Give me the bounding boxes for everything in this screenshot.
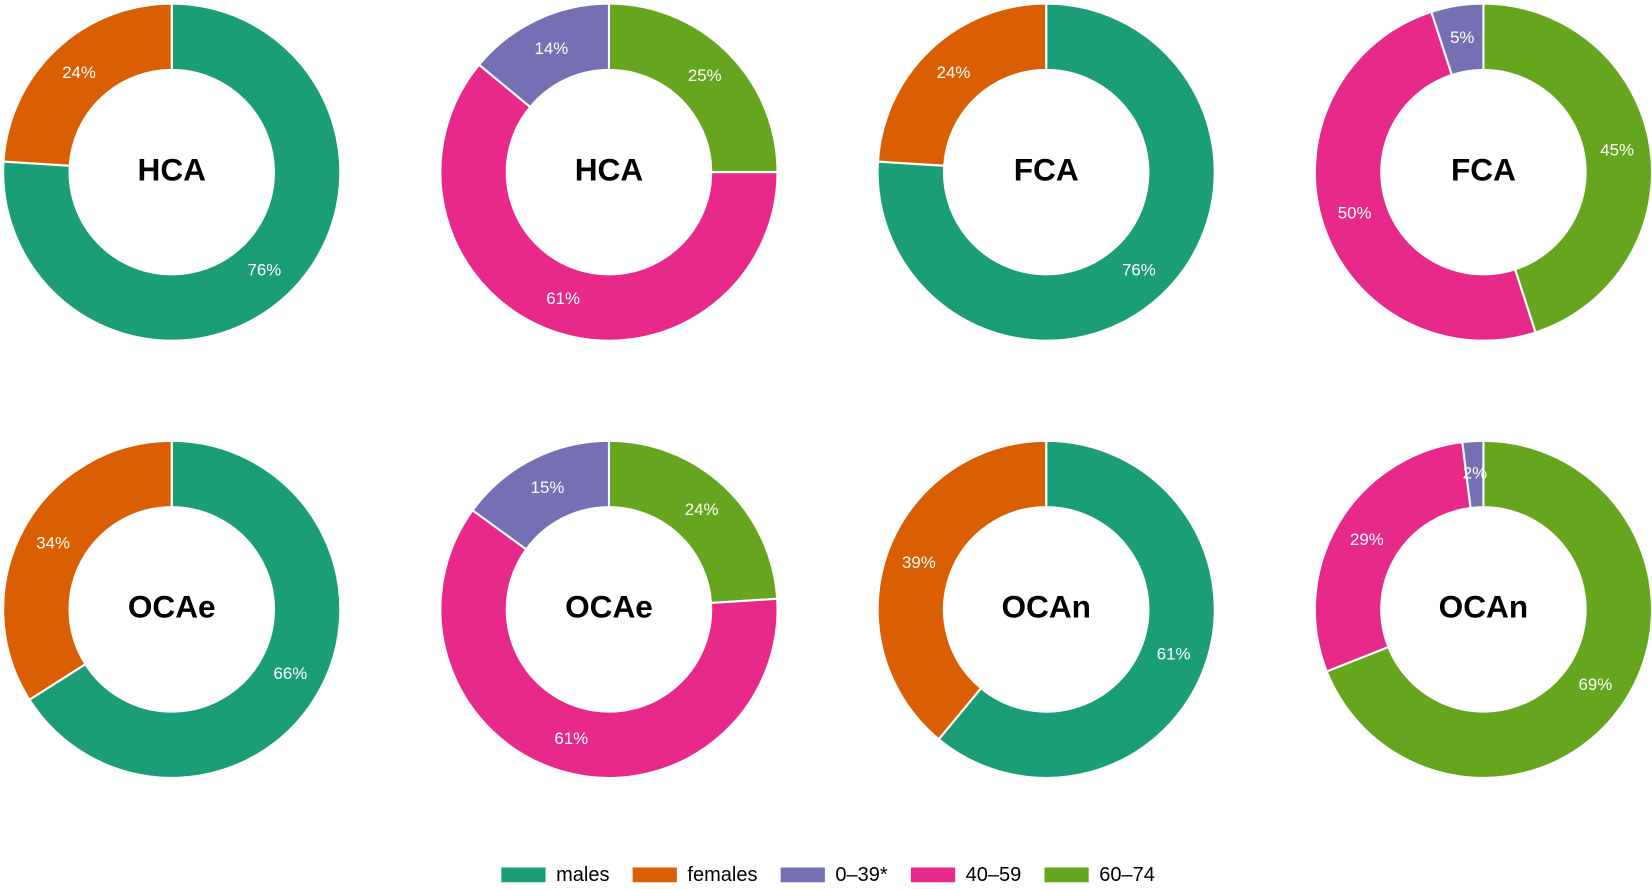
donut-chart: 45% 50% 5% FCA — [1314, 2, 1652, 342]
donut-slice — [937, 439, 1216, 779]
slice-label: 61% — [554, 729, 588, 748]
legend-label: 60–74 — [1099, 864, 1155, 886]
slice-label: 24% — [937, 63, 971, 82]
donut-slice — [1482, 2, 1652, 334]
donut-center-label: FCA — [1451, 151, 1516, 187]
slice-label: 76% — [248, 260, 282, 279]
slice-label: 34% — [36, 534, 70, 553]
slice-label: 66% — [274, 664, 308, 683]
donut-slice — [2, 2, 342, 342]
legend-label: 40–59 — [966, 864, 1022, 886]
donut-slice — [876, 439, 1048, 741]
slice-label: 24% — [62, 63, 96, 82]
donut-slice — [1461, 439, 1485, 510]
donut-center-label: FCA — [1014, 151, 1079, 187]
slice-label: 24% — [685, 500, 719, 519]
donut-slice — [876, 2, 1216, 342]
donut-slice — [2, 2, 173, 167]
legend-label: 0–39* — [835, 864, 887, 886]
donut-slice — [439, 63, 779, 342]
donut-slice — [607, 439, 779, 605]
donut-slice — [1325, 439, 1652, 779]
donut-slice — [27, 439, 342, 779]
donut-slice — [477, 2, 611, 109]
legend: males females 0–39* 40–59 60–74 — [501, 864, 1155, 886]
donut-center-label: OCAe — [128, 589, 216, 625]
slice-label: 5% — [1450, 28, 1474, 47]
donut-chart: 66% 34% OCAe — [2, 439, 342, 779]
donut-chart: 61% 39% OCAn — [876, 439, 1216, 779]
donut-slice — [2, 439, 173, 702]
donut-slice — [1430, 2, 1485, 77]
donut-slice — [876, 2, 1048, 167]
legend-swatch — [910, 867, 956, 883]
slice-label: 76% — [1122, 260, 1156, 279]
donut-slice — [607, 2, 779, 174]
donut-center-label: OCAe — [565, 589, 653, 625]
donut-center-label: HCA — [138, 151, 206, 187]
donut-chart: 24% 61% 15% OCAe — [439, 439, 779, 779]
slice-label: 69% — [1579, 675, 1613, 694]
donut-chart: 76% 24% HCA — [2, 2, 342, 342]
donut-slice — [1314, 10, 1537, 342]
slice-label: 29% — [1350, 530, 1384, 549]
donut-center-label: OCAn — [1001, 589, 1091, 625]
donut-center-label: HCA — [575, 151, 643, 187]
donut-chart: 69% 29% 2% OCAn — [1313, 439, 1652, 779]
donut-slice — [439, 508, 779, 779]
legend-swatch — [632, 867, 677, 883]
slice-label: 61% — [546, 289, 580, 308]
slice-label: 39% — [902, 553, 936, 572]
legend-label: males — [556, 864, 609, 886]
legend-swatch — [780, 867, 825, 883]
slice-label: 25% — [688, 66, 722, 85]
legend-label: females — [687, 864, 757, 886]
slice-label: 15% — [531, 478, 565, 497]
donut-slice — [1313, 440, 1472, 673]
slice-label: 2% — [1463, 464, 1487, 483]
slice-label: 50% — [1338, 203, 1372, 222]
slice-label: 61% — [1157, 645, 1191, 664]
donut-center-label: OCAn — [1439, 589, 1529, 625]
slice-label: 45% — [1600, 140, 1634, 159]
donut-chart: 76% 24% FCA — [876, 2, 1216, 342]
legend-swatch — [501, 867, 546, 883]
legend-swatch — [1044, 867, 1089, 883]
slice-label: 14% — [534, 39, 568, 58]
donut-slice — [471, 439, 611, 551]
donut-chart: 25% 61% 14% HCA — [439, 2, 779, 342]
